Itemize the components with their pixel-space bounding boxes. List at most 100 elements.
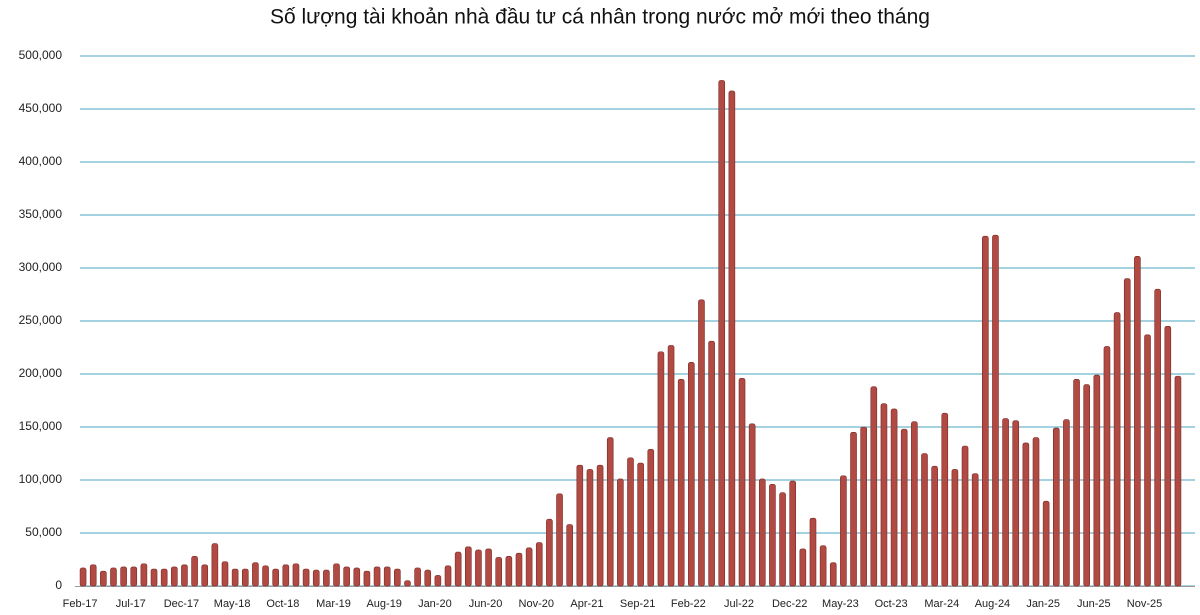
bar (1073, 378, 1080, 587)
bar (870, 386, 878, 587)
bar (1174, 375, 1182, 587)
bar (748, 423, 756, 587)
bar (241, 568, 249, 587)
x-tick-label: Mar-24 (924, 598, 959, 610)
bar (961, 445, 969, 587)
bar (758, 478, 766, 587)
bar (282, 564, 290, 587)
x-tick-label: May-18 (214, 598, 251, 610)
x-tick-label: Jan-20 (418, 598, 452, 610)
bar (1103, 346, 1111, 587)
bar (840, 475, 847, 587)
x-tick-label: Oct-23 (875, 598, 908, 610)
bar (323, 569, 330, 587)
bar (454, 551, 462, 587)
y-tick-label: 250,000 (19, 313, 63, 327)
bar (79, 567, 87, 587)
bar (819, 545, 827, 587)
y-tick-label: 400,000 (19, 154, 63, 168)
bar (1144, 334, 1151, 587)
bar (1164, 325, 1172, 587)
bar (829, 562, 837, 587)
y-tick-label: 150,000 (19, 419, 63, 433)
bar (606, 437, 614, 587)
bar (546, 518, 553, 587)
bar (596, 464, 604, 587)
bar (221, 561, 229, 587)
bar (617, 478, 624, 587)
bar (424, 569, 432, 587)
bar (89, 564, 97, 587)
y-tick-label: 500,000 (19, 48, 63, 62)
bar (1154, 288, 1161, 587)
x-tick-label: Jan-25 (1026, 598, 1060, 610)
bar (1083, 384, 1090, 587)
bar (698, 299, 705, 587)
bar (211, 543, 219, 587)
bar (779, 492, 786, 587)
y-tick-label: 100,000 (19, 472, 63, 486)
x-tick-label: Feb-22 (671, 598, 706, 610)
bar (799, 548, 807, 587)
x-tick-label: Feb-17 (63, 598, 98, 610)
bar (333, 563, 340, 587)
bar (556, 493, 563, 587)
bar (312, 569, 320, 587)
x-tick-label: May-23 (822, 598, 859, 610)
bar (383, 566, 391, 587)
bar (353, 567, 361, 587)
x-tick-label: Aug-24 (975, 598, 1010, 610)
bar (363, 570, 371, 587)
bar (931, 465, 938, 587)
x-tick-label: Dec-22 (772, 598, 807, 610)
bar (900, 428, 908, 587)
y-tick-label: 300,000 (19, 260, 63, 274)
bar (860, 426, 867, 587)
bar (728, 90, 736, 587)
bar (444, 565, 452, 587)
y-tick-label: 200,000 (19, 366, 63, 380)
x-tick-label: Sep-21 (620, 598, 655, 610)
bar (505, 556, 513, 587)
bar (262, 565, 269, 587)
bar (576, 464, 584, 587)
bar (302, 568, 310, 587)
bar (535, 542, 543, 587)
bar (647, 448, 655, 587)
bar (1022, 442, 1030, 587)
x-tick-label: Nov-25 (1127, 598, 1162, 610)
bar (414, 567, 421, 587)
bar (586, 469, 594, 587)
bar (272, 568, 279, 587)
bar (921, 453, 928, 587)
bar (120, 566, 127, 587)
bar (951, 469, 959, 587)
x-tick-label: Oct-18 (266, 598, 299, 610)
x-tick-label: Jun-20 (469, 598, 503, 610)
bar (890, 408, 898, 587)
bar (1113, 312, 1121, 587)
y-tick-label: 350,000 (19, 207, 63, 221)
bar (475, 549, 482, 587)
bar (464, 546, 472, 587)
chart-title: Số lượng tài khoản nhà đầu tư cá nhân tr… (270, 6, 930, 29)
x-tick-label: Jun-25 (1077, 598, 1111, 610)
bar (850, 431, 857, 587)
bar (191, 556, 198, 587)
bar (1123, 278, 1131, 587)
bar (708, 340, 715, 587)
y-tick-label: 450,000 (19, 101, 63, 115)
bar (769, 483, 776, 587)
bar (373, 566, 381, 587)
bar (667, 345, 675, 587)
bar (160, 568, 168, 587)
x-tick-label: Dec-17 (164, 598, 199, 610)
bar (130, 566, 138, 587)
bar (992, 234, 999, 587)
bar (434, 575, 442, 587)
bar (201, 564, 209, 587)
bar (181, 564, 188, 587)
bar (809, 517, 817, 587)
bar (140, 563, 148, 587)
